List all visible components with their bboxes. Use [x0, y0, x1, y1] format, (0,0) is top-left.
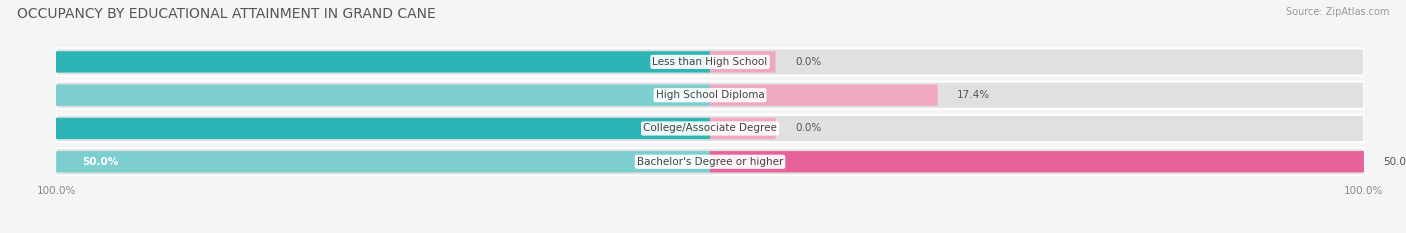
Text: 17.4%: 17.4% [957, 90, 990, 100]
FancyBboxPatch shape [0, 85, 710, 106]
Text: 50.0%: 50.0% [1384, 157, 1406, 167]
Text: Bachelor's Degree or higher: Bachelor's Degree or higher [637, 157, 783, 167]
FancyBboxPatch shape [710, 51, 776, 72]
Text: 0.0%: 0.0% [794, 57, 821, 67]
Text: OCCUPANCY BY EDUCATIONAL ATTAINMENT IN GRAND CANE: OCCUPANCY BY EDUCATIONAL ATTAINMENT IN G… [17, 7, 436, 21]
Text: Less than High School: Less than High School [652, 57, 768, 67]
FancyBboxPatch shape [0, 51, 710, 72]
Text: 0.0%: 0.0% [794, 123, 821, 134]
FancyBboxPatch shape [710, 118, 776, 139]
FancyBboxPatch shape [56, 115, 1364, 142]
Text: Source: ZipAtlas.com: Source: ZipAtlas.com [1285, 7, 1389, 17]
FancyBboxPatch shape [56, 148, 1364, 175]
Text: High School Diploma: High School Diploma [655, 90, 765, 100]
Text: 50.0%: 50.0% [83, 157, 118, 167]
FancyBboxPatch shape [710, 85, 938, 106]
FancyBboxPatch shape [56, 48, 1364, 75]
FancyBboxPatch shape [56, 82, 1364, 109]
FancyBboxPatch shape [0, 118, 710, 139]
FancyBboxPatch shape [710, 151, 1364, 172]
Text: College/Associate Degree: College/Associate Degree [643, 123, 778, 134]
FancyBboxPatch shape [56, 151, 710, 172]
